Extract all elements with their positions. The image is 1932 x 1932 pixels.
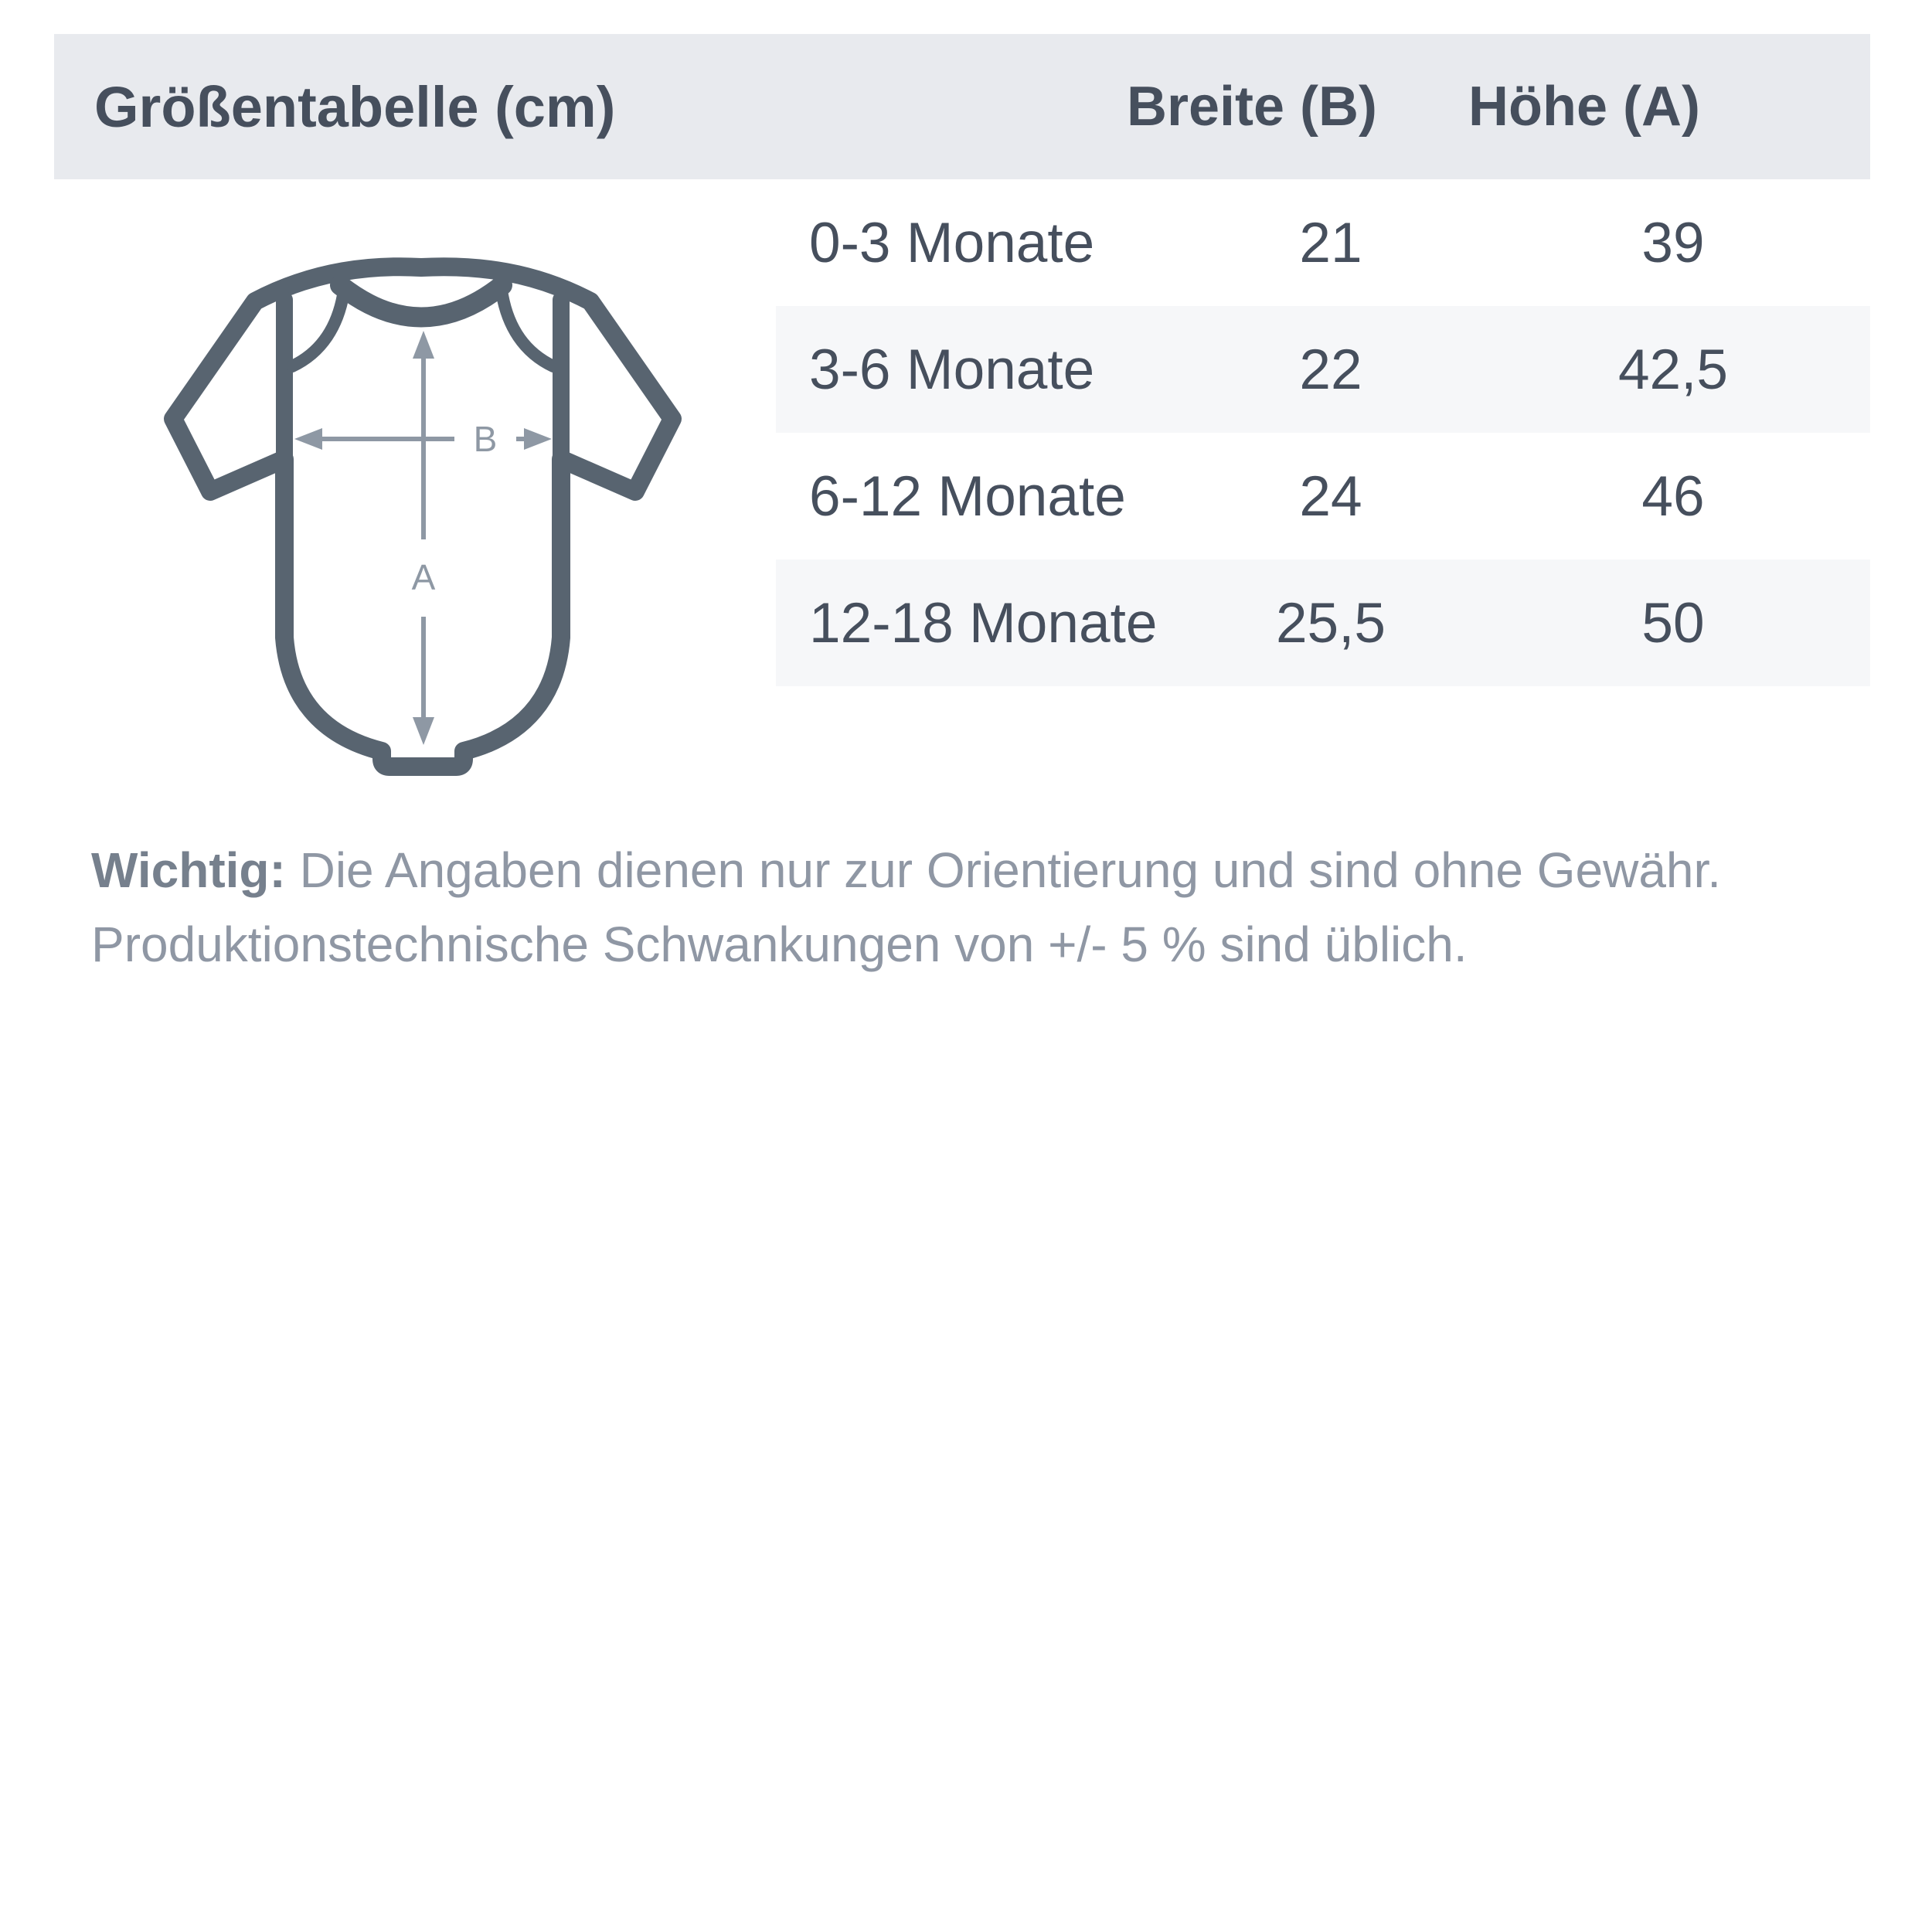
breite-value: 24	[1299, 464, 1362, 528]
disclaimer-note: Wichtig: Die Angaben dienen nur zur Orie…	[91, 833, 1876, 981]
note-line2: Produktionstechnische Schwankungen von +…	[91, 917, 1468, 972]
column-header-breite: Breite (B)	[1126, 76, 1378, 138]
hoehe-value: 50	[1641, 591, 1705, 655]
table-row: 0-3 Monate 21 39	[776, 179, 1870, 306]
hoehe-value: 39	[1641, 211, 1705, 274]
note-label: Wichtig:	[91, 842, 286, 898]
width-arrow-label: B	[474, 419, 498, 459]
table-row: 3-6 Monate 22 42,5	[776, 306, 1870, 433]
page-title: Größentabelle (cm)	[94, 74, 616, 139]
size-label: 3-6 Monate	[809, 338, 1095, 401]
size-table: 0-3 Monate 21 39 3-6 Monate 22 42,5 6-12…	[776, 179, 1870, 686]
size-label: 6-12 Monate	[809, 464, 1126, 528]
table-header-bar: Größentabelle (cm) Breite (B) Höhe (A)	[54, 34, 1870, 179]
breite-value: 25,5	[1275, 591, 1386, 655]
hoehe-value: 42,5	[1617, 338, 1729, 401]
baby-bodysuit-diagram: A B	[164, 257, 682, 776]
breite-value: 22	[1299, 338, 1362, 401]
height-arrow-label: A	[412, 557, 436, 597]
hoehe-value: 46	[1641, 464, 1705, 528]
height-arrow-icon	[413, 331, 434, 745]
size-label: 12-18 Monate	[809, 591, 1158, 655]
table-row: 12-18 Monate 25,5 50	[776, 560, 1870, 686]
note-line1: Die Angaben dienen nur zur Orientierung …	[299, 842, 1722, 898]
width-arrow-icon	[294, 428, 552, 450]
breite-value: 21	[1299, 211, 1362, 274]
size-label: 0-3 Monate	[809, 211, 1095, 274]
column-header-hoehe: Höhe (A)	[1468, 76, 1700, 138]
table-row: 6-12 Monate 24 46	[776, 433, 1870, 560]
